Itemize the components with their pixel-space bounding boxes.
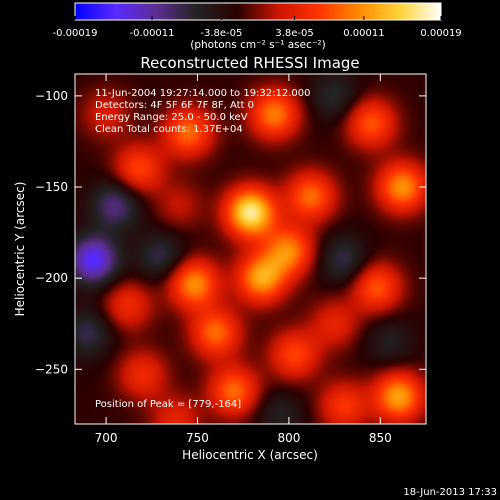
plot-frame (74, 73, 427, 425)
colorbar-tick-label: 3.8e-05 (275, 28, 313, 39)
colorbar-unit-label: (photons cm⁻² s⁻¹ asec⁻²) (190, 39, 325, 51)
x-tick-label: 800 (277, 431, 300, 445)
annotation-line: Energy Range: 25.0 - 50.0 keV (95, 112, 248, 123)
heatmap-raster (75, 74, 426, 424)
colorbar-tick-label: -3.8e-05 (200, 28, 242, 39)
colorbar-tick-label: 0.00011 (343, 28, 384, 39)
x-axis-label: Heliocentric X (arcsec) (182, 448, 318, 462)
y-tick-label: −150 (35, 180, 68, 194)
x-tick-label: 850 (369, 431, 392, 445)
chart-title: Reconstructed RHESSI Image (140, 54, 359, 72)
x-tick-label: 700 (95, 431, 118, 445)
x-tick-label: 750 (186, 431, 209, 445)
colorbar-tick-label: 0.00019 (420, 28, 461, 39)
y-tick-label: −200 (35, 271, 68, 285)
colorbar: -0.00019 -0.00011 -3.8e-05 3.8e-05 0.00011 0.… (53, 2, 462, 51)
annotation-line: Detectors: 4F 5F 6F 7F 8F, Att 0 (95, 100, 254, 111)
annotation-line: Clean Total counts: 1.37E+04 (95, 124, 243, 135)
peak-position-label: Position of Peak = [779,-164] (95, 399, 241, 410)
generation-date: 18-Jun-2013 17:33 (403, 487, 497, 498)
colorbar-ticks: -0.00019 -0.00011 -3.8e-05 3.8e-05 0.00011 0.… (53, 16, 462, 39)
colorbar-tick-label: -0.00019 (53, 28, 98, 39)
y-tick-label: −250 (35, 362, 68, 376)
y-tick-label: −100 (35, 89, 68, 103)
annotation-line: 11-Jun-2004 19:27:14.000 to 19:32:12.000 (95, 88, 311, 99)
y-axis-label: Heliocentric Y (arcsec) (13, 182, 27, 317)
annotation-block: 11-Jun-2004 19:27:14.000 to 19:32:12.000… (95, 88, 311, 135)
colorbar-gradient (74, 2, 442, 21)
x-axis-ticks: 700 750 800 850 (95, 74, 392, 445)
colorbar-tick-label: -0.00011 (130, 28, 175, 39)
heatmap-image (75, 74, 426, 424)
y-axis-ticks: −100 −150 −200 −250 (35, 89, 426, 376)
